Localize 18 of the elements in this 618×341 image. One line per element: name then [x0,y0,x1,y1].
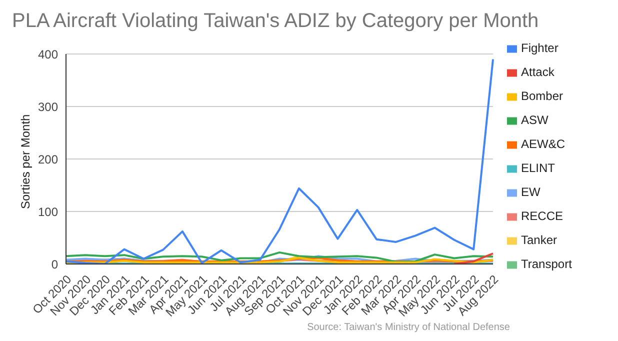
legend-label: ASW [521,113,548,127]
y-tick-label: 300 [38,100,58,114]
legend-label: RECCE [521,209,564,223]
y-tick-label: 200 [38,152,58,166]
legend-label: AEW&C [521,137,566,151]
legend-label: Transport [521,257,572,271]
legend-label: ELINT [521,161,556,175]
legend-label: Attack [521,65,554,79]
legend-label: Fighter [521,41,558,55]
chart-title: PLA Aircraft Violating Taiwan's ADIZ by Category per Month [12,10,539,33]
legend-label: EW [521,185,540,199]
legend-label: Bomber [521,89,564,103]
source-note: Source: Taiwan's Ministry of National Defense [307,322,510,333]
y-tick-label: 400 [38,47,58,62]
y-axis-title: Sorties per Month [18,114,32,209]
legend-label: Tanker [521,233,558,247]
y-tick-label: 100 [38,204,58,219]
y-tick-label: 0 [51,257,58,272]
